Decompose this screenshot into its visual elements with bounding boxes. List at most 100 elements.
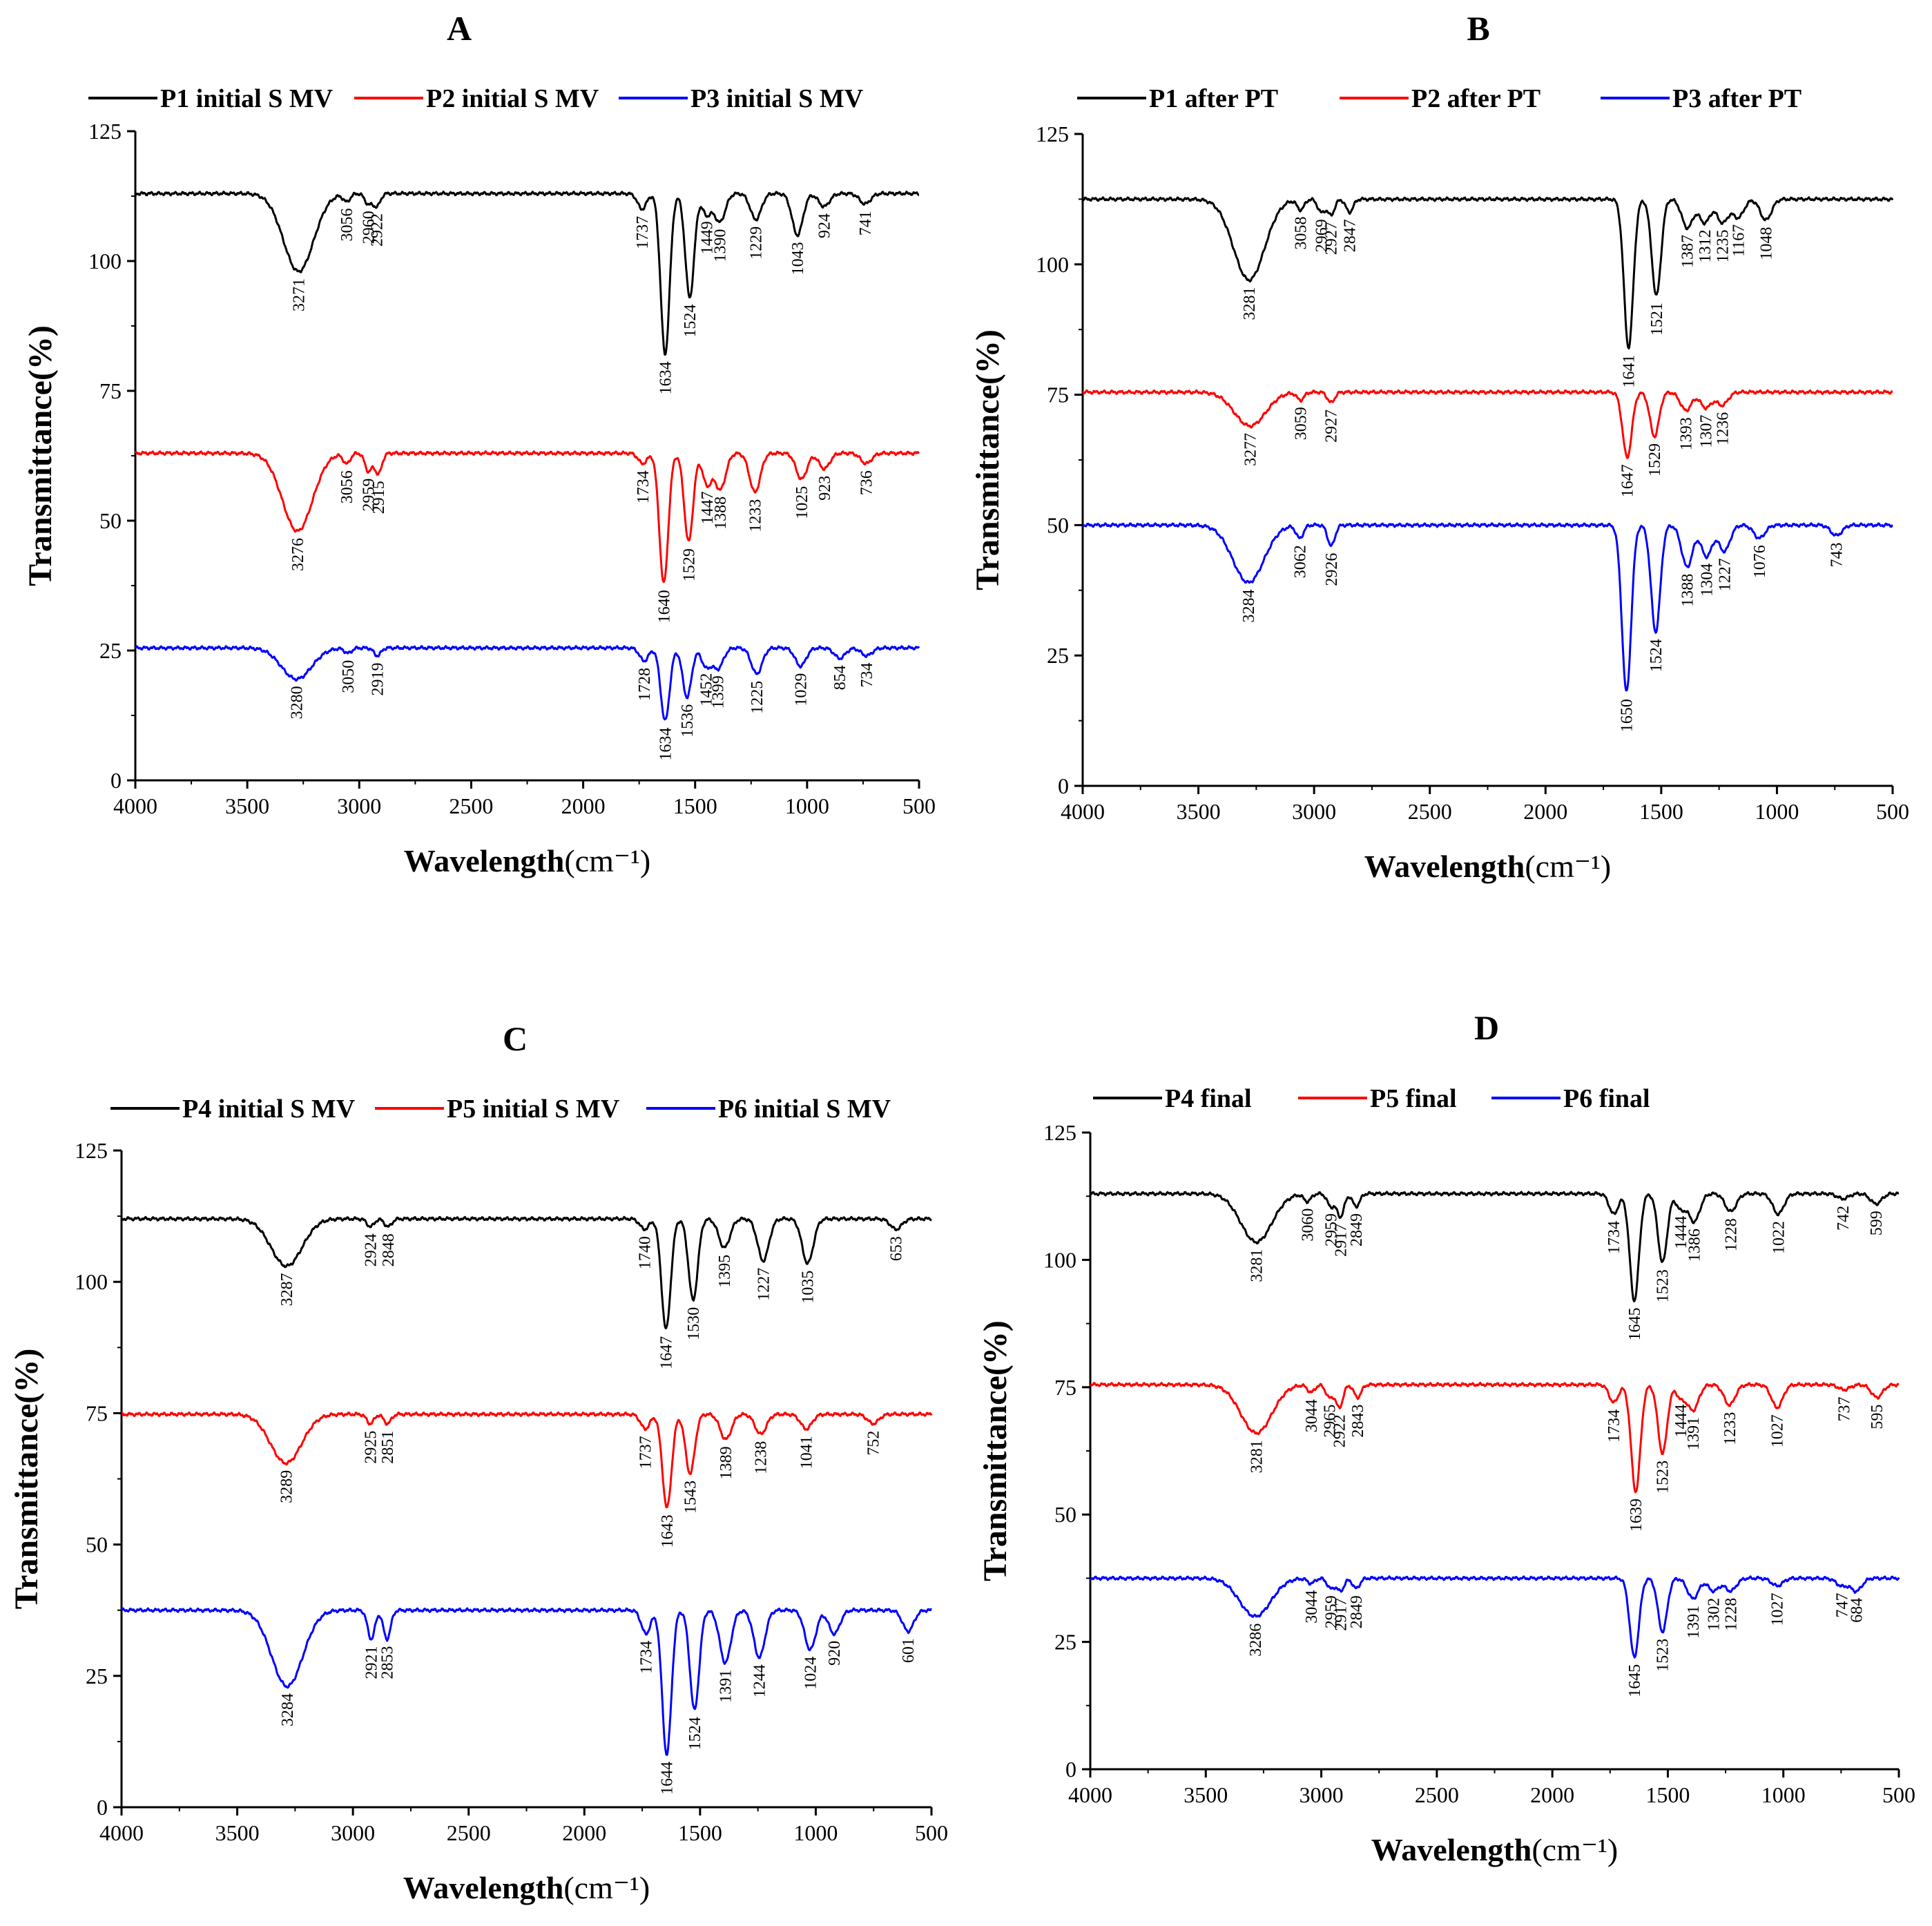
legend-label: P5 initial S MV xyxy=(447,1095,620,1124)
series-line xyxy=(121,1607,932,1756)
peak-label: 1524 xyxy=(1648,639,1665,672)
series-line xyxy=(134,450,920,584)
series-line xyxy=(1090,1575,1900,1659)
peak-label: 1524 xyxy=(682,305,699,338)
y-axis-title: Transmittance(%) xyxy=(8,1349,45,1610)
legend-entry: P1 initial S MV xyxy=(88,84,334,113)
peak-label: 2959 xyxy=(360,479,378,512)
panel-letter: D xyxy=(1474,1008,1499,1047)
series-line xyxy=(1081,389,1893,459)
peak-label: 1244 xyxy=(751,1664,769,1697)
legend-label: P4 initial S MV xyxy=(182,1095,356,1124)
peak-label: 2915 xyxy=(370,481,388,514)
peak-label: 2847 xyxy=(1341,219,1359,252)
series-line xyxy=(134,645,920,721)
x-axis-title-unit: (cm⁻¹) xyxy=(563,1870,650,1905)
y-tick-label: 50 xyxy=(1047,512,1069,537)
x-axis-title: Wavelength(cm⁻¹) xyxy=(404,843,650,878)
peak-label: 1395 xyxy=(716,1255,734,1288)
y-tick-label: 125 xyxy=(1043,1120,1076,1145)
legend-entry: P5 initial S MV xyxy=(375,1095,620,1124)
peak-label: 1740 xyxy=(636,1236,654,1269)
peak-label: 1449 xyxy=(698,221,716,254)
peak-label: 1167 xyxy=(1730,224,1748,257)
x-axis-title: Wavelength(cm⁻¹) xyxy=(403,1870,650,1905)
x-axis-title: Wavelength(cm⁻¹) xyxy=(1371,1832,1618,1867)
y-tick-label: 25 xyxy=(99,638,122,663)
peak-label: 2969 xyxy=(1313,219,1331,252)
peak-label: 1641 xyxy=(1621,355,1639,388)
peak-label: 734 xyxy=(858,663,876,688)
legend-label: P4 final xyxy=(1165,1084,1252,1113)
peak-label: 1391 xyxy=(717,1670,735,1703)
peak-label: 2925 xyxy=(362,1431,380,1464)
peak-label: 924 xyxy=(816,213,834,238)
peak-label: 3284 xyxy=(1240,590,1258,623)
peak-label: 742 xyxy=(1835,1206,1853,1231)
y-tick-label: 75 xyxy=(1047,383,1069,407)
peak-label: 1536 xyxy=(679,704,697,738)
peak-label: 747 xyxy=(1833,1593,1851,1618)
peak-label: 3289 xyxy=(278,1470,296,1503)
series-line xyxy=(134,191,920,356)
y-tick-label: 100 xyxy=(75,1269,108,1294)
peak-label: 1076 xyxy=(1751,545,1769,578)
legend-label: P3 after PT xyxy=(1672,84,1801,113)
x-tick-label: 2500 xyxy=(1415,1782,1459,1807)
x-axis-title-text: Wavelength xyxy=(1371,1832,1532,1867)
x-tick-label: 3000 xyxy=(1300,1782,1344,1807)
legend-label: P3 initial S MV xyxy=(690,84,864,113)
x-tick-label: 3000 xyxy=(337,793,381,818)
peak-label: 1027 xyxy=(1769,1593,1787,1626)
peak-label: 1228 xyxy=(1722,1218,1740,1251)
x-tick-label: 3500 xyxy=(215,1820,260,1845)
panel-d: D P4 final P5 final P6 final 0 25 50 75 100 125 40… xyxy=(977,1008,1915,1867)
x-tick-label: 4000 xyxy=(113,793,157,818)
peak-label: 3281 xyxy=(1241,287,1259,320)
peak-label: 3271 xyxy=(290,278,308,311)
peak-label: 1229 xyxy=(748,227,766,260)
peak-label: 1022 xyxy=(1770,1221,1788,1254)
x-tick-label: 3500 xyxy=(1184,1782,1228,1807)
peak-label: 1734 xyxy=(635,470,653,503)
peak-label: 1734 xyxy=(1605,1221,1623,1254)
peak-label: 1452 xyxy=(697,673,715,706)
peak-label: 854 xyxy=(831,665,849,690)
peak-label: 2959 xyxy=(1322,1213,1340,1246)
peak-label: 3287 xyxy=(278,1273,296,1306)
series-line xyxy=(121,1411,933,1509)
peak-label: 1393 xyxy=(1678,417,1696,450)
x-tick-label: 1000 xyxy=(785,793,829,818)
y-tick-label: 125 xyxy=(88,119,122,144)
peak-label: 3284 xyxy=(279,1693,297,1726)
legend-label: P6 final xyxy=(1563,1084,1650,1113)
peak-label: 1444 xyxy=(1672,1216,1690,1249)
x-tick-label: 500 xyxy=(1876,799,1909,824)
x-tick-label: 2000 xyxy=(561,793,606,818)
peak-label: 2965 xyxy=(1321,1405,1339,1438)
x-tick-label: 3500 xyxy=(1177,799,1221,824)
peak-label: 2853 xyxy=(378,1646,396,1679)
x-tick-label: 4000 xyxy=(99,1820,144,1845)
panel-b: B P1 after PT P2 after PT P3 after PT 0 25 50 7… xyxy=(969,9,1909,884)
peak-label: 2919 xyxy=(369,663,387,696)
peak-label: 1389 xyxy=(717,1446,735,1479)
peak-label: 1029 xyxy=(793,673,811,706)
x-tick-label: 1500 xyxy=(1645,1782,1690,1807)
y-tick-label: 25 xyxy=(1047,643,1069,668)
x-tick-label: 3500 xyxy=(225,793,269,818)
peak-label: 752 xyxy=(865,1431,883,1456)
panel-letter: C xyxy=(503,1019,528,1058)
peak-label: 1634 xyxy=(657,361,675,394)
y-axis-title: Transmittance(%) xyxy=(969,329,1006,590)
peak-label: 923 xyxy=(816,476,834,501)
peak-label: 1634 xyxy=(657,728,675,761)
x-tick-label: 2000 xyxy=(1530,1782,1574,1807)
x-axis-title-text: Wavelength xyxy=(403,1870,564,1905)
panel-letter: A xyxy=(447,9,472,48)
peak-label: 741 xyxy=(857,211,875,235)
peak-label: 1048 xyxy=(1757,227,1775,260)
peak-label: 2849 xyxy=(1348,1213,1366,1246)
peak-label: 743 xyxy=(1828,543,1846,568)
x-tick-label: 3000 xyxy=(331,1820,375,1845)
